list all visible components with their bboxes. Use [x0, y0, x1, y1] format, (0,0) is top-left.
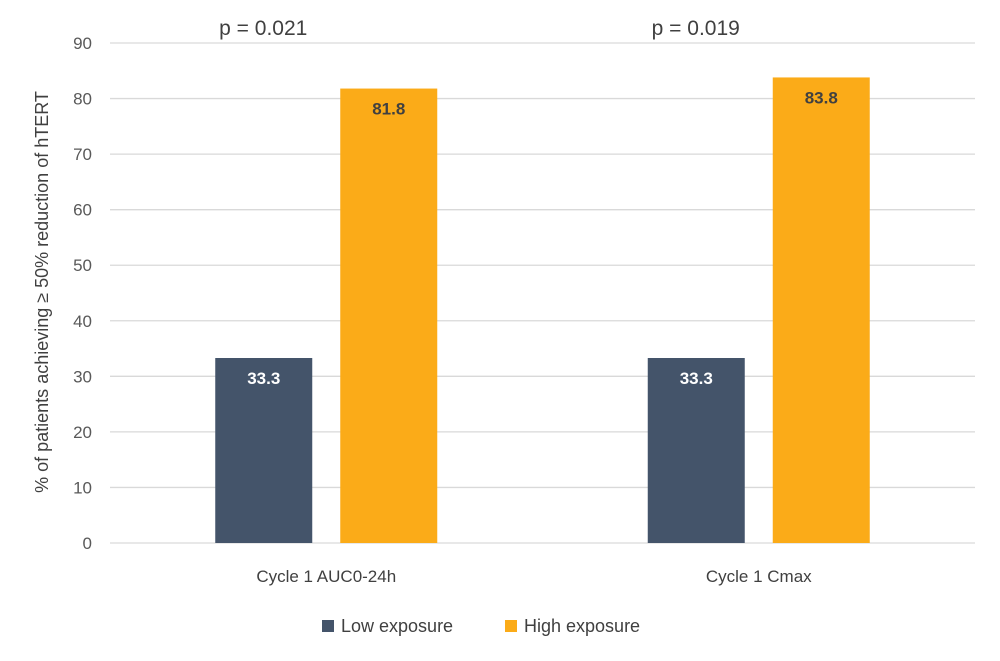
bar-high-exposure [772, 77, 870, 543]
data-label: 83.8 [805, 88, 838, 107]
legend-label: High exposure [524, 616, 640, 636]
data-label: 33.3 [247, 369, 280, 388]
legend-swatch [322, 620, 334, 632]
bar-low-exposure [215, 358, 313, 543]
y-axis-title: % of patients achieving ≥ 50% reduction … [32, 91, 52, 493]
y-tick-label: 20 [73, 423, 92, 442]
y-axis-ticks: 0 10 20 30 40 50 60 70 80 90 [73, 34, 92, 553]
y-tick-label: 90 [73, 34, 92, 53]
y-tick-label: 60 [73, 201, 92, 220]
y-tick-label: 0 [83, 534, 92, 553]
y-tick-label: 50 [73, 256, 92, 275]
legend-label: Low exposure [341, 616, 453, 636]
y-tick-label: 30 [73, 367, 92, 386]
y-tick-label: 70 [73, 145, 92, 164]
bars [215, 77, 870, 544]
p-value-annotations: p = 0.021 p = 0.019 [219, 17, 740, 40]
x-axis-categories: Cycle 1 AUC0-24h Cycle 1 Cmax [256, 567, 812, 586]
p-value-annotation: p = 0.021 [219, 17, 307, 40]
data-label: 33.3 [680, 369, 713, 388]
x-category-label: Cycle 1 Cmax [706, 567, 812, 586]
bar-high-exposure [340, 88, 438, 544]
p-value-annotation: p = 0.019 [652, 17, 740, 40]
legend: Low exposure High exposure [322, 616, 640, 636]
data-labels: 33.3 81.8 33.3 83.8 [247, 88, 838, 388]
y-tick-label: 80 [73, 90, 92, 109]
y-tick-label: 10 [73, 478, 92, 497]
x-category-label: Cycle 1 AUC0-24h [256, 567, 396, 586]
y-tick-label: 40 [73, 312, 92, 331]
bar-low-exposure [647, 358, 745, 543]
legend-swatch [505, 620, 517, 632]
data-label: 81.8 [372, 100, 405, 119]
